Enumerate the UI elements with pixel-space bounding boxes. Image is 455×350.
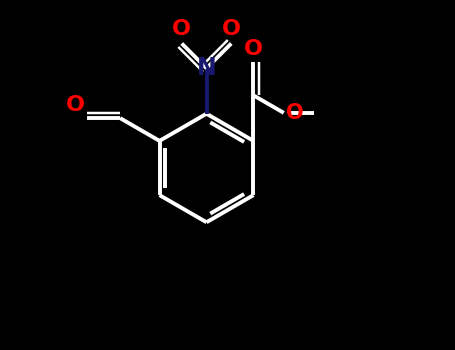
Text: O: O — [172, 19, 191, 39]
Text: O: O — [222, 19, 241, 39]
Text: O: O — [66, 95, 85, 116]
Text: O: O — [286, 103, 303, 123]
Text: N: N — [197, 56, 217, 80]
Text: O: O — [244, 39, 263, 59]
